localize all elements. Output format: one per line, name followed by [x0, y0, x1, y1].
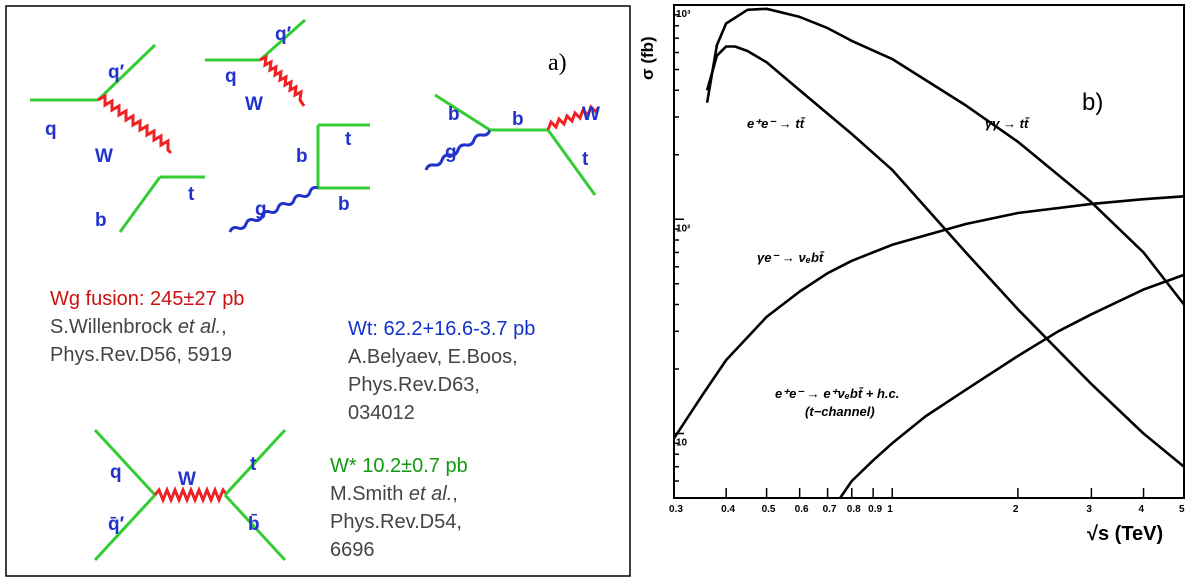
d2-t-label: t: [345, 129, 352, 150]
d2-qprime-label: q′: [275, 24, 292, 45]
panel-b: σ (fb) √s (TeV) b) 10³ 10² 10 0.3 0.4 0.5 0.6…: [637, 0, 1197, 582]
series-line-1: [705, 45, 1185, 468]
y-tick-label-0: 10³: [676, 9, 691, 20]
x-tick-label-2: 0.5: [762, 504, 776, 515]
y-tick-label-2: 10: [676, 438, 688, 449]
x-tick-label-10: 4: [1139, 504, 1145, 515]
x-tick-label-4: 0.7: [823, 504, 837, 515]
wt-ref-line2: Phys.Rev.D63,: [348, 374, 480, 396]
d4-t-label: t: [250, 454, 257, 475]
plot-frame: [673, 4, 1185, 499]
x-tick-label-9: 3: [1086, 504, 1092, 515]
d2-b-mid-label: b: [296, 146, 308, 167]
x-tick-label-6: 0.9: [868, 504, 882, 515]
y-tick-label-1: 10²: [676, 223, 691, 234]
d1-qprime-label: q′: [108, 62, 125, 83]
d1-q-label: q: [45, 119, 57, 140]
series-line-2: [672, 195, 1185, 440]
d2-g-label: g: [255, 199, 267, 220]
diagram-w-star: q q̄′ W t b̄: [93, 428, 287, 562]
series-line-3: [839, 273, 1185, 499]
panel-a-label: a): [548, 50, 567, 76]
x-tick-label-8: 2: [1013, 504, 1019, 515]
cross-section-chart: σ (fb) √s (TeV) b) 10³ 10² 10 0.3 0.4 0.5 0.6…: [638, 4, 1186, 545]
label-ee-enbt-sub: (t−channel): [805, 404, 875, 419]
panel-a: q q′ W b t q q′ W t b b g a) b g b W t W…: [5, 5, 631, 577]
d4-w-label: W: [178, 469, 196, 490]
wt-ref-line3: 034012: [348, 402, 415, 424]
wg-fusion-title: Wg fusion: 245±27 pb: [50, 288, 244, 310]
d1-w-label: W: [95, 146, 113, 167]
wt-ref-line1: A.Belyaev, E.Boos,: [348, 346, 518, 368]
d4-qbar-label: q̄′: [108, 514, 125, 535]
d2-q-label: q: [225, 66, 237, 87]
x-tick-label-0: 0.3: [669, 504, 683, 515]
d3-t-label: t: [582, 149, 589, 170]
x-tick-label-5: 0.8: [847, 504, 861, 515]
diagram-bg: a) b g b W t: [424, 50, 600, 196]
diagram-wt: q q′ W t b b g: [205, 18, 370, 233]
wt-title: Wt: 62.2+16.6-3.7 pb: [348, 318, 535, 340]
panel-b-label: b): [1082, 89, 1103, 116]
label-ge-nbt: γe⁻ → νₑbt̄: [757, 250, 825, 265]
wstar-ref: M.Smith et al.,: [330, 483, 458, 505]
wg-fusion-ref: S.Willenbrock et al.,: [50, 316, 227, 338]
d3-g-label: g: [445, 142, 457, 163]
feynman-diagrams: q q′ W b t q q′ W t b b g a) b g b W t W…: [5, 5, 631, 577]
series-line-0: [705, 7, 1186, 306]
label-ee-tt: e⁺e⁻ → tt̄: [747, 116, 806, 131]
diagram-t-channel: q q′ W b t: [30, 43, 205, 233]
label-ee-enbt: e⁺e⁻ → e⁺νₑbt̄ + h.c.: [775, 386, 899, 401]
x-tick-label-1: 0.4: [721, 504, 735, 515]
wstar-ref-line3: 6696: [330, 539, 375, 561]
d2-w-label: W: [245, 94, 263, 115]
d4-q-label: q: [110, 462, 122, 483]
x-tick-label-3: 0.6: [795, 504, 809, 515]
x-tick-label-11: 5: [1179, 504, 1185, 515]
d3-b-mid-label: b: [512, 109, 524, 130]
x-axis-label: √s (TeV): [1087, 523, 1163, 545]
wg-fusion-journal: Phys.Rev.D56, 5919: [50, 344, 232, 366]
d2-b-out-label: b: [338, 194, 350, 215]
d4-bbar-label: b̄: [248, 514, 260, 535]
wstar-ref-line2: Phys.Rev.D54,: [330, 511, 462, 533]
d1-b-label: b: [95, 210, 107, 231]
label-gg-tt: γγ → tt̄: [985, 116, 1030, 131]
d1-t-label: t: [188, 184, 195, 205]
d3-w-label: W: [582, 104, 600, 125]
d3-b-in-label: b: [448, 104, 460, 125]
x-tick-label-7: 1: [887, 504, 893, 515]
y-axis-label: σ (fb): [638, 36, 657, 80]
wstar-title: W* 10.2±0.7 pb: [330, 455, 468, 477]
